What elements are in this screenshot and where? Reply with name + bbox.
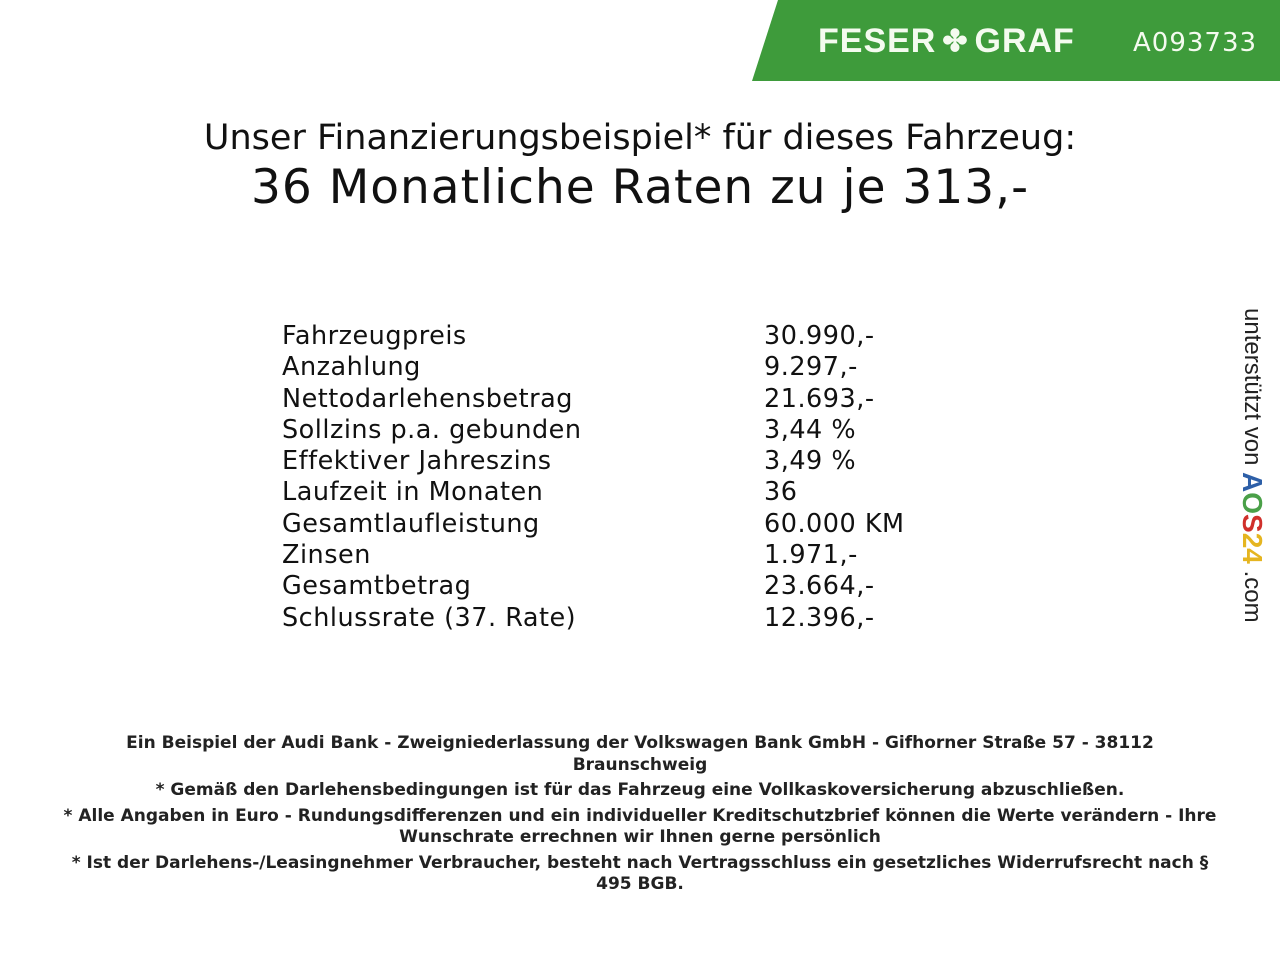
row-value: 23.664,- (764, 571, 875, 602)
row-label: Gesamtlaufleistung (282, 508, 540, 539)
brand-right: GRAF (974, 22, 1075, 60)
table-row: Nettodarlehensbetrag 21.693,- (282, 384, 905, 415)
row-label: Zinsen (282, 540, 371, 571)
row-label: Gesamtbetrag (282, 571, 472, 602)
table-row: Gesamtlaufleistung 60.000 KM (282, 509, 905, 540)
aos24-logo: AOS24 (1237, 472, 1268, 564)
row-value: 1.971,- (764, 540, 858, 571)
feser-graf-logo: FESER ✤ GRAF (818, 22, 1075, 61)
finance-table: Fahrzeugpreis 30.990,- Anzahlung 9.297,- Net… (282, 321, 905, 634)
footer-line: * Gemäß den Darlehensbedingungen ist für… (155, 780, 1125, 800)
row-label: Schlussrate (37. Rate) (282, 602, 577, 633)
header-banner (752, 0, 1280, 81)
supported-by-aos24: unterstützt von AOS24 .com (1236, 308, 1268, 623)
footer-line: Ein Beispiel der Audi Bank - Zweignieder… (126, 733, 1154, 775)
row-label: Effektiver Jahreszins (282, 446, 552, 477)
table-row: Anzahlung 9.297,- (282, 352, 905, 383)
monthly-rate-headline: 36 Monatliche Raten zu je 313,- (250, 160, 1030, 215)
footer-disclaimer: Ein Beispiel der Audi Bank - Zweignieder… (60, 733, 1220, 900)
table-row: Laufzeit in Monaten 36 (282, 477, 905, 508)
clover-icon: ✤ (942, 25, 969, 58)
vehicle-code: A093733 (1133, 28, 1258, 58)
table-row: Zinsen 1.971,- (282, 540, 905, 571)
page-title: Unser Finanzierungsbeispiel* für dieses … (203, 118, 1077, 158)
table-row: Fahrzeugpreis 30.990,- (282, 321, 905, 352)
table-row: Gesamtbetrag 23.664,- (282, 571, 905, 602)
row-label: Nettodarlehensbetrag (282, 383, 573, 414)
row-value: 36 (764, 477, 798, 508)
table-row: Sollzins p.a. gebunden 3,44 % (282, 415, 905, 446)
row-value: 30.990,- (764, 321, 875, 351)
row-value: 9.297,- (764, 352, 858, 383)
row-label: Anzahlung (282, 352, 421, 383)
footer-line: * Ist der Darlehens-/Leasingnehmer Verbr… (71, 852, 1209, 895)
table-row: Effektiver Jahreszins 3,49 % (282, 446, 905, 477)
row-label: Laufzeit in Monaten (282, 477, 544, 508)
brand-left: FESER (818, 22, 937, 60)
footer-line: * Alle Angaben in Euro - Rundungsdiffere… (63, 805, 1217, 848)
row-value: 3,49 % (764, 446, 857, 477)
row-label: Fahrzeugpreis (282, 321, 467, 351)
side-prefix: unterstützt von (1239, 308, 1266, 466)
row-value: 60.000 KM (764, 508, 905, 539)
row-label: Sollzins p.a. gebunden (282, 414, 582, 445)
row-value: 21.693,- (764, 383, 875, 414)
row-value: 12.396,- (764, 602, 875, 633)
row-value: 3,44 % (764, 414, 857, 445)
side-suffix: .com (1239, 570, 1266, 623)
table-row: Schlussrate (37. Rate) 12.396,- (282, 603, 905, 634)
